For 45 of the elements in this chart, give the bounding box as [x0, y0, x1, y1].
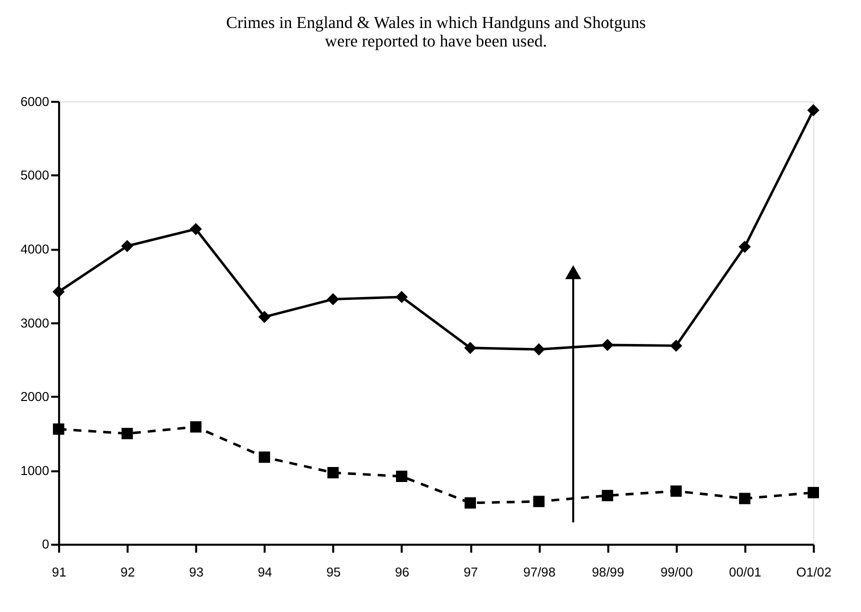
point: [396, 290, 408, 304]
y-tick-label: 6000: [20, 94, 50, 109]
point: [258, 310, 271, 323]
point: [396, 470, 408, 482]
y-tick-label: 0: [42, 536, 50, 552]
x-tick-label: 94: [258, 564, 272, 580]
y-tick-label: 3000: [20, 315, 50, 330]
point: [190, 421, 202, 433]
point: [121, 240, 134, 252]
x-tick-label: 91: [52, 564, 66, 580]
x-tick-label: 93: [189, 564, 204, 580]
point: [532, 343, 545, 356]
y-tick-label: 2000: [20, 389, 50, 404]
text: were reported to have been used.: [324, 32, 548, 51]
point: [327, 467, 339, 478]
x-tick-label: 95: [326, 564, 341, 580]
text: Crimes in England & Wales in which Handguns and Shotguns: [226, 12, 646, 32]
x-tick-label: 92: [120, 564, 135, 580]
point: [52, 423, 64, 435]
x-tick-label: 97: [464, 564, 478, 580]
point: [122, 428, 133, 440]
point: [807, 104, 820, 116]
y-tick-label: 4000: [20, 241, 50, 256]
point: [258, 452, 270, 463]
x-tick-label: O1/02: [796, 564, 832, 580]
x-tick-label: 96: [394, 564, 410, 580]
point: [464, 497, 476, 509]
point: [739, 492, 750, 504]
point: [808, 486, 819, 498]
x-tick-label: 99/00: [660, 564, 693, 580]
point: [602, 490, 614, 502]
x-tick-label: 97/98: [523, 564, 556, 580]
x-tick-label: 98/99: [592, 564, 624, 580]
point: [326, 293, 340, 306]
point: [670, 485, 682, 497]
point: [533, 496, 545, 508]
x-tick-label: 00/01: [729, 564, 762, 580]
point: [52, 286, 65, 298]
point: [464, 342, 476, 354]
point: [738, 240, 751, 253]
y-tick-label: 5000: [20, 168, 50, 183]
point: [190, 222, 202, 236]
point: [601, 338, 614, 352]
y-tick-label: 1000: [20, 462, 50, 478]
point: [670, 340, 682, 352]
